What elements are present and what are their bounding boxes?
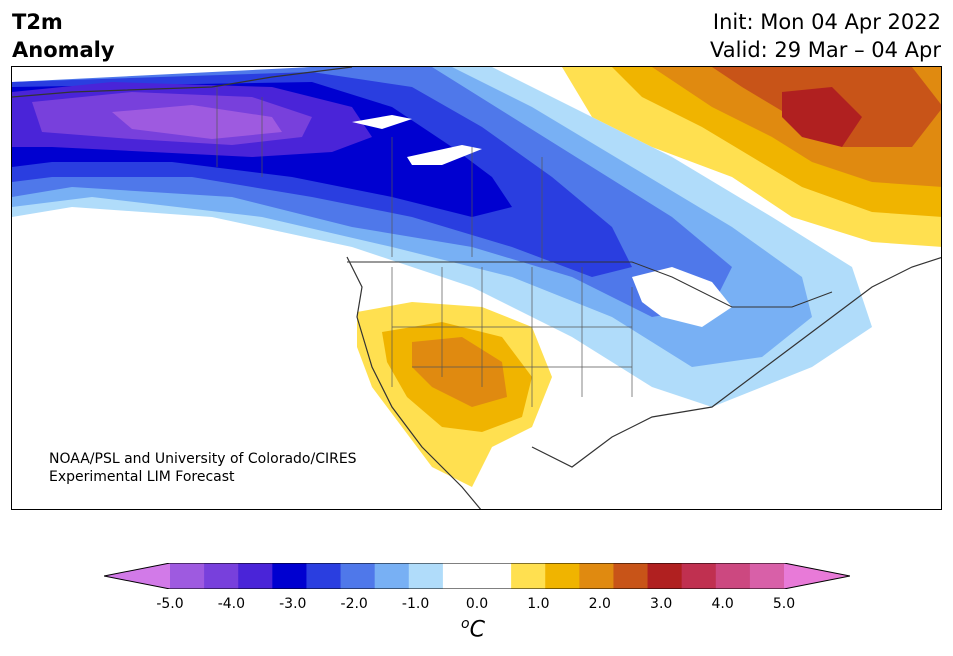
colorbar-segment bbox=[511, 563, 546, 589]
colorbar-tick-label: -5.0 bbox=[156, 596, 184, 612]
credit-line-2: Experimental LIM Forecast bbox=[49, 469, 235, 485]
anomaly-band-plus-2.5-ne bbox=[782, 87, 862, 147]
credit-line-1: NOAA/PSL and University of Colorado/CIRE… bbox=[49, 451, 357, 467]
colorbar-segment bbox=[613, 563, 649, 589]
colorbar-segment bbox=[170, 563, 205, 589]
colorbar-segment bbox=[238, 563, 273, 589]
anomaly-band-plus-1.5 bbox=[412, 337, 507, 407]
coastline bbox=[12, 67, 941, 509]
title-anomaly: Anomaly bbox=[12, 38, 115, 62]
colorbar-tick-label: 3.0 bbox=[650, 596, 673, 612]
valid-period: Valid: 29 Mar – 04 Apr bbox=[710, 38, 941, 62]
colorbar-tick-label: -2.0 bbox=[340, 596, 368, 612]
colorbar-segment bbox=[374, 563, 410, 589]
init-time: Init: Mon 04 Apr 2022 bbox=[712, 10, 941, 34]
title-right: Init: Mon 04 Apr 2022 Valid: 29 Mar – 04… bbox=[710, 8, 941, 64]
state-borders bbox=[216, 87, 633, 407]
great-lakes bbox=[632, 267, 732, 327]
colorbar-tick-label: -1.0 bbox=[401, 596, 430, 612]
colorbar-segment bbox=[647, 563, 683, 589]
colorbar-tick-label: 0.0 bbox=[465, 596, 489, 612]
colorbar-segment bbox=[442, 563, 478, 589]
map-panel bbox=[11, 66, 942, 510]
colorbar-segment bbox=[340, 563, 376, 589]
unit-celsius: C bbox=[469, 617, 485, 643]
colorbar-tick-label: -3.0 bbox=[279, 596, 307, 612]
colorbar-tick-label: -4.0 bbox=[217, 596, 246, 612]
colorbar-tick-label: 1.0 bbox=[527, 596, 550, 612]
hudson-region-lake bbox=[407, 145, 482, 165]
title-variable: T2m bbox=[12, 10, 63, 34]
us-canada-border bbox=[347, 261, 833, 308]
colorbar-tick-label: 4.0 bbox=[711, 596, 734, 612]
colorbar-segment bbox=[272, 563, 307, 589]
colorbar-tick-label: 2.0 bbox=[588, 596, 611, 612]
great-slave-lake bbox=[352, 115, 412, 129]
colorbar-unit: oC bbox=[461, 616, 485, 642]
unit-degree-mark: o bbox=[461, 616, 470, 632]
colorbar-segment bbox=[408, 563, 444, 589]
colorbar-segment bbox=[681, 563, 717, 589]
colorbar-tick-label: 5.0 bbox=[772, 596, 796, 612]
colorbar-segment bbox=[749, 563, 785, 589]
colorbar-tick-labels: -5.0 -4.0 -3.0 -2.0 -1.0 0.0 1.0 2.0 3.0 4.0 5.0 bbox=[104, 596, 850, 616]
colorbar-segment bbox=[477, 563, 512, 589]
colorbar-segment bbox=[579, 563, 614, 589]
title-left: T2m Anomaly bbox=[12, 8, 115, 64]
credit-text: NOAA/PSL and University of Colorado/CIRE… bbox=[49, 450, 357, 486]
anomaly-map bbox=[12, 67, 941, 509]
colorbar-segment bbox=[306, 563, 342, 589]
colorbar bbox=[104, 563, 850, 589]
anomaly-band-minus-4.0 bbox=[112, 105, 282, 139]
colorbar-max-extension bbox=[784, 563, 850, 589]
colorbar-segment bbox=[545, 563, 580, 589]
colorbar-segment bbox=[715, 563, 751, 589]
colorbar-segment bbox=[204, 563, 239, 589]
colorbar-min-extension bbox=[104, 563, 170, 589]
